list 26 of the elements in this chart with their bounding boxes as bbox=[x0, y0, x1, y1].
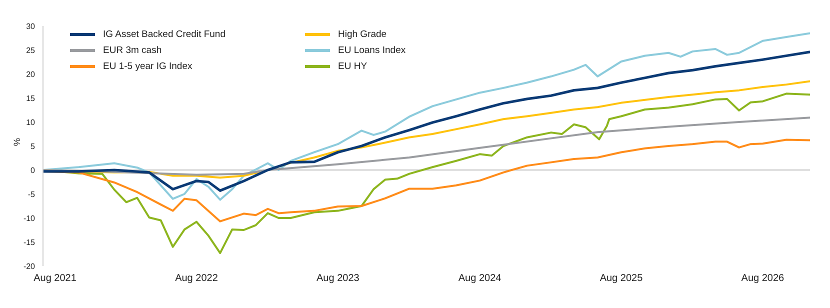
y-tick-label: 20 bbox=[26, 70, 36, 79]
line-series bbox=[43, 32, 810, 201]
legend-label: EUR 3m cash bbox=[103, 44, 162, 56]
legend-label: IG Asset Backed Credit Fund bbox=[103, 28, 226, 40]
legend-label: High Grade bbox=[338, 28, 387, 40]
y-tick-label: -10 bbox=[23, 214, 36, 223]
x-tick-label: Aug 2024 bbox=[458, 273, 502, 284]
line-series bbox=[43, 116, 810, 176]
x-tick-label: Aug 2022 bbox=[175, 273, 218, 284]
y-tick-label: 15 bbox=[26, 94, 36, 103]
legend-label: EU Loans Index bbox=[338, 44, 406, 56]
y-tick-label: 5 bbox=[30, 142, 36, 151]
y-tick-label: 30 bbox=[26, 22, 36, 31]
y-tick-label: 0 bbox=[30, 166, 36, 175]
x-tick-label: Aug 2023 bbox=[316, 273, 360, 284]
legend-label: EU HY bbox=[338, 60, 368, 72]
x-tick-label: Aug 2021 bbox=[34, 273, 77, 284]
y-tick-label: 25 bbox=[26, 46, 36, 55]
y-tick-label: -5 bbox=[28, 190, 36, 199]
y-tick-label: -15 bbox=[23, 238, 36, 247]
y-tick-label: -20 bbox=[23, 262, 36, 271]
x-tick-label: Aug 2025 bbox=[600, 273, 644, 284]
legend-label: EU 1-5 year IG Index bbox=[103, 60, 192, 72]
y-tick-label: 10 bbox=[26, 118, 36, 127]
x-tick-label: Aug 2026 bbox=[741, 273, 785, 284]
y-axis-title: % bbox=[12, 138, 22, 146]
